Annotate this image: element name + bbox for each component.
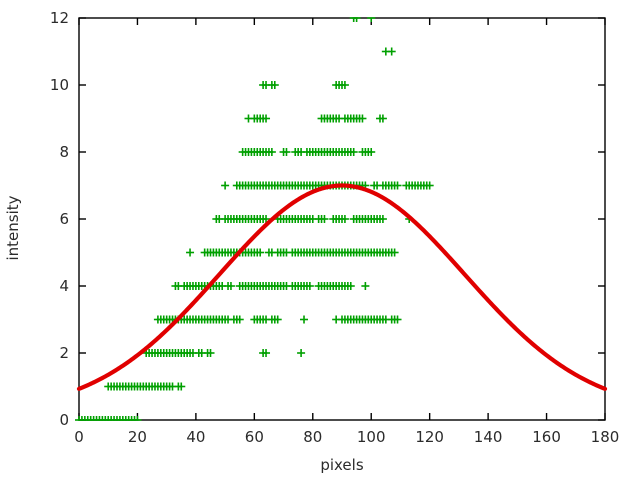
- x-tick-label: 60: [245, 428, 264, 446]
- data-point-plus-marker: [367, 17, 376, 22]
- data-point-plus-marker: [221, 181, 230, 190]
- plot-frame-border: [78, 17, 606, 421]
- data-point-plus-marker: [320, 215, 329, 223]
- y-tick-label: 6: [59, 210, 69, 228]
- data-point-plus-marker: [256, 248, 265, 257]
- data-point-plus-marker: [262, 349, 271, 357]
- data-point-plus-marker: [186, 248, 195, 257]
- data-point-plus-marker: [262, 114, 271, 123]
- data-point-plus-marker: [235, 315, 244, 324]
- data-point-plus-marker: [270, 81, 279, 89]
- data-point-plus-marker: [267, 148, 276, 156]
- y-axis-title: intensity: [4, 195, 22, 260]
- data-point-plus-marker: [305, 282, 314, 290]
- data-point-plus-marker: [262, 215, 271, 223]
- data-point-plus-marker: [300, 315, 309, 324]
- y-tick-label: 4: [59, 277, 69, 295]
- data-point-plus-marker: [393, 181, 402, 190]
- data-point-plus-marker: [358, 114, 367, 123]
- y-axis-tick-labels: 0 2 4 6 8 10 12: [50, 9, 69, 429]
- data-point-plus-marker: [297, 349, 306, 357]
- data-point-plus-marker: [393, 315, 402, 324]
- y-tick-label: 0: [59, 411, 69, 429]
- y-tick-label: 2: [59, 344, 69, 362]
- x-tick-label: 0: [74, 428, 84, 446]
- y-tick-label: 12: [50, 9, 69, 27]
- data-point-plus-marker: [378, 215, 387, 223]
- data-point-plus-marker: [273, 315, 282, 324]
- data-point-plus-marker: [387, 47, 396, 56]
- data-point-plus-marker: [349, 148, 358, 156]
- x-tick-label: 80: [303, 428, 322, 446]
- data-point-plus-marker: [206, 349, 215, 357]
- data-point-markers: [75, 17, 434, 421]
- x-tick-label: 100: [357, 428, 386, 446]
- x-tick-label: 120: [415, 428, 444, 446]
- x-tick-label: 20: [128, 428, 147, 446]
- x-axis-tick-labels: 0 20 40 60 80 100 120 140 160 180: [74, 428, 619, 446]
- data-point-plus-marker: [390, 248, 399, 257]
- x-tick-label: 160: [532, 428, 561, 446]
- x-tick-label: 40: [186, 428, 205, 446]
- y-tick-label: 10: [50, 76, 69, 94]
- x-tick-label: 140: [474, 428, 503, 446]
- gaussian-fit-curve: [76, 183, 608, 391]
- data-point-plus-marker: [226, 282, 235, 290]
- data-point-plus-marker: [425, 181, 434, 190]
- data-point-plus-marker: [282, 148, 291, 156]
- data-point-plus-marker: [340, 81, 349, 89]
- y-tick-label: 8: [59, 143, 69, 161]
- data-point-plus-marker: [177, 382, 186, 391]
- data-point-plus-marker: [340, 215, 349, 223]
- data-point-plus-marker: [352, 17, 361, 22]
- x-axis-title: pixels: [320, 456, 364, 474]
- data-point-plus-marker: [378, 114, 387, 123]
- data-point-plus-marker: [361, 282, 370, 290]
- data-point-plus-marker: [346, 282, 355, 290]
- x-tick-label: 180: [591, 428, 620, 446]
- data-point-plus-marker: [133, 416, 142, 421]
- data-point-plus-marker: [367, 148, 376, 156]
